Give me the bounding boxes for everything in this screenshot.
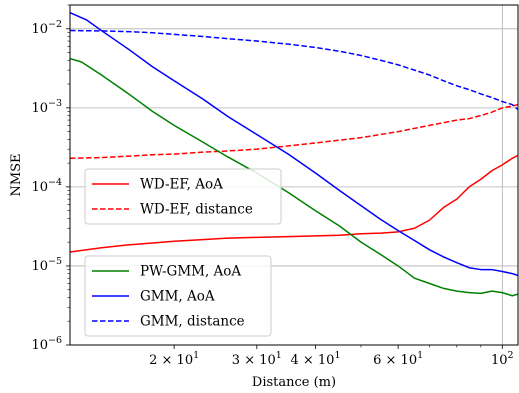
- x-tick-label: 6 × 101: [373, 350, 423, 368]
- legend-label: GMM, distance: [140, 314, 245, 330]
- series-line-0: [70, 154, 518, 253]
- series-line-4: [70, 29, 518, 111]
- x-axis-label: Distance (m): [252, 375, 336, 390]
- axis-ticks: 10−6 10−5 10−4 10−3 10−2 2 × 101 3 × 101 4 × 10…: [31, 4, 514, 368]
- series-line-2: [70, 57, 518, 297]
- series-lines: [70, 11, 518, 297]
- legend-label: WD-EF, distance: [140, 202, 253, 218]
- y-tick-label: 10−6: [31, 335, 62, 353]
- plot-frame: [69, 4, 519, 346]
- y-tick-label: 10−4: [31, 177, 62, 195]
- x-tick-label: 3 × 101: [232, 350, 282, 368]
- legend-frame: [84, 168, 282, 225]
- x-tick-label: 4 × 101: [290, 350, 340, 368]
- legend-box-1: PW-GMM, AoA GMM, AoA GMM, distance: [84, 255, 272, 337]
- y-tick-label: 10−5: [31, 256, 62, 274]
- x-tick-label: 102: [491, 350, 514, 368]
- legend-label: WD-EF, AoA: [140, 177, 223, 193]
- legends: WD-EF, AoA WD-EF, distance PW-GMM, AoA GMM,…: [84, 168, 282, 337]
- x-tick-label: 2 × 101: [149, 350, 199, 368]
- series-line-3: [70, 11, 518, 277]
- series-line-1: [70, 103, 518, 160]
- legend-label: PW-GMM, AoA: [140, 264, 241, 280]
- y-tick-label: 10−3: [31, 98, 62, 116]
- legend-label: GMM, AoA: [140, 289, 215, 305]
- y-axis-label: NMSE: [9, 153, 24, 196]
- legend-box-0: WD-EF, AoA WD-EF, distance: [84, 168, 282, 225]
- y-tick-label: 10−2: [31, 19, 62, 37]
- legend-frame: [84, 255, 272, 337]
